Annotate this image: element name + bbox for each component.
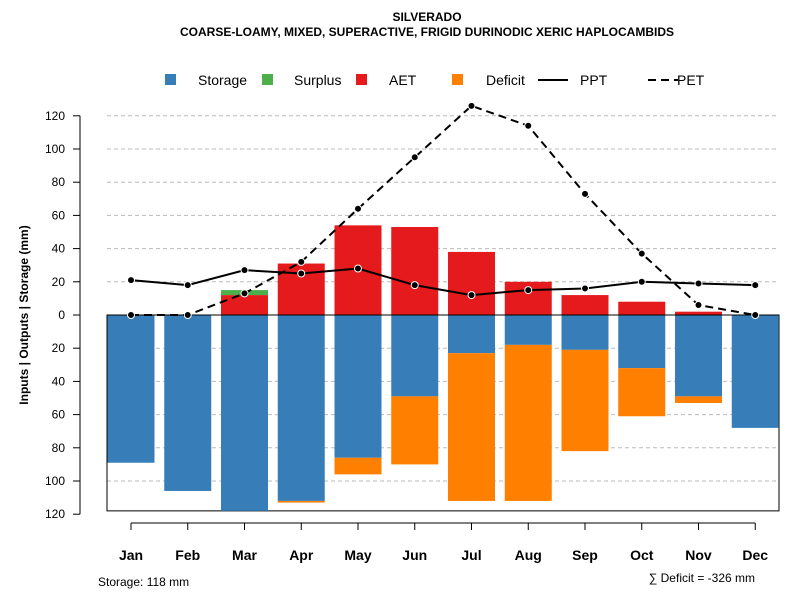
axes: 120 100 80 60 40 20 0 20 40 60 80 100 120 Jan Feb Mar Ap…	[45, 109, 768, 563]
storage-bar	[504, 315, 552, 345]
y-tick-label: 0	[58, 308, 65, 322]
aet-bar	[448, 251, 495, 315]
y-tick-label: 20	[52, 341, 66, 355]
legend-label-surplus: Surplus	[294, 72, 341, 88]
x-tick-label-feb: Feb	[175, 547, 200, 563]
legend-swatch-surplus	[262, 74, 273, 85]
bars	[106, 225, 780, 512]
legend-swatch-storage	[165, 74, 176, 85]
storage-bar	[164, 315, 212, 491]
deficit-bar	[391, 396, 439, 465]
storage-note: Storage: 118 mm	[98, 575, 189, 589]
y-tick-label: 100	[45, 142, 65, 156]
y-tick-label: 100	[45, 474, 65, 488]
pet-line	[131, 104, 756, 316]
chart-subtitle: COARSE-LOAMY, MIXED, SUPERACTIVE, FRIGID…	[180, 25, 674, 39]
ppt-point	[524, 286, 533, 295]
x-tick-label-aug: Aug	[515, 547, 542, 563]
legend-label-aet: AET	[389, 72, 417, 88]
deficit-bar	[504, 344, 552, 501]
pet-point	[524, 121, 533, 130]
pet-point	[467, 101, 476, 110]
storage-bar	[107, 315, 155, 463]
storage-bar	[448, 315, 495, 354]
x-tick-label-nov: Nov	[685, 547, 712, 563]
x-tick-label-mar: Mar	[232, 547, 257, 563]
storage-bar	[277, 315, 325, 501]
ppt-point	[354, 264, 362, 273]
ppt-point	[127, 276, 135, 285]
deficit-bar	[334, 457, 382, 475]
x-tick-label-oct: Oct	[630, 547, 654, 563]
storage-bar	[221, 315, 268, 511]
x-tick-label-apr: Apr	[289, 547, 314, 563]
legend-swatch-aet	[356, 74, 367, 85]
y-tick-label: 60	[52, 408, 66, 422]
gridlines	[107, 115, 779, 482]
ppt-point	[637, 277, 646, 286]
deficit-bar	[618, 368, 666, 417]
legend-label-deficit: Deficit	[486, 72, 525, 88]
ppt-line	[130, 267, 756, 297]
ppt-point	[297, 269, 306, 278]
legend-label-ppt: PPT	[580, 72, 608, 88]
storage-bar	[391, 315, 439, 397]
aet-bar	[221, 295, 268, 315]
legend-label-storage: Storage	[198, 72, 247, 88]
x-tick-label-sep: Sep	[572, 547, 598, 563]
x-tick-label-jul: Jul	[461, 547, 481, 563]
y-tick-label: 40	[52, 374, 66, 388]
y-tick-label: 80	[52, 175, 66, 189]
pet-point	[694, 301, 703, 310]
ppt-point	[694, 279, 703, 288]
ppt-point	[183, 281, 192, 290]
ppt-point	[751, 281, 760, 290]
pet-point	[297, 257, 306, 266]
y-tick-label: 40	[52, 242, 66, 256]
y-tick-label: 80	[52, 441, 66, 455]
ppt-point	[467, 291, 476, 300]
legend-swatch-deficit	[452, 74, 463, 85]
ppt-point	[240, 266, 249, 275]
aet-bar	[618, 301, 666, 315]
pet-point	[354, 204, 362, 213]
deficit-note: ∑ Deficit = -326 mm	[649, 571, 755, 585]
deficit-bar	[448, 353, 495, 501]
deficit-bar	[561, 349, 609, 452]
aet-bar	[675, 311, 722, 315]
y-axis-label: Inputs | Outputs | Storage (mm)	[17, 225, 31, 404]
storage-bar	[334, 315, 382, 458]
deficit-bar	[277, 500, 325, 503]
pet-point	[240, 289, 249, 298]
pet-point	[410, 153, 419, 162]
legend-label-pet: PET	[677, 72, 705, 88]
pet-point	[637, 249, 646, 258]
pet-point	[127, 311, 135, 319]
x-tick-label-may: May	[344, 547, 371, 563]
storage-bar	[675, 315, 722, 397]
series-lines	[127, 101, 760, 319]
aet-bar	[561, 295, 609, 315]
storage-bar	[618, 315, 666, 369]
x-tick-label-jan: Jan	[119, 547, 143, 563]
pet-point	[183, 311, 192, 319]
ppt-point	[581, 284, 589, 293]
chart-title: SILVERADO	[392, 10, 461, 24]
deficit-bar	[675, 396, 722, 403]
aet-bar	[391, 227, 439, 315]
storage-bar	[731, 315, 779, 428]
y-tick-label: 120	[45, 507, 65, 521]
y-tick-label: 60	[52, 208, 66, 222]
legend: Storage Surplus AET Deficit PPT PET	[165, 72, 705, 88]
pet-point	[581, 189, 589, 198]
x-tick-label-dec: Dec	[742, 547, 768, 563]
y-tick-label: 20	[52, 275, 66, 289]
pet-point	[751, 311, 760, 319]
x-tick-label-jun: Jun	[402, 547, 427, 563]
storage-bar	[561, 315, 609, 350]
y-tick-label: 120	[45, 109, 65, 123]
ppt-point	[410, 281, 419, 290]
